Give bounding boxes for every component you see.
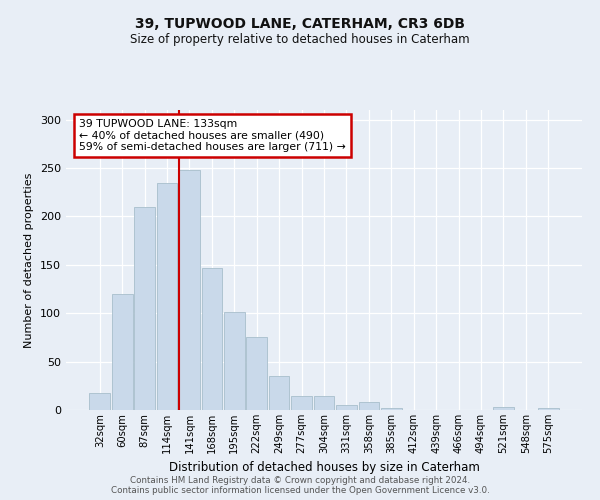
Bar	[538, 408, 559, 410]
Text: 39 TUPWOOD LANE: 133sqm
← 40% of detached houses are smaller (490)
59% of semi-d: 39 TUPWOOD LANE: 133sqm ← 40% of detache…	[79, 119, 346, 152]
Bar	[134, 207, 155, 410]
Bar	[336, 405, 357, 410]
Text: Contains HM Land Registry data © Crown copyright and database right 2024.: Contains HM Land Registry data © Crown c…	[130, 476, 470, 485]
Bar	[359, 402, 379, 410]
Y-axis label: Number of detached properties: Number of detached properties	[25, 172, 34, 348]
Bar	[314, 396, 334, 410]
Bar	[224, 312, 245, 410]
Bar	[202, 268, 222, 410]
Text: 39, TUPWOOD LANE, CATERHAM, CR3 6DB: 39, TUPWOOD LANE, CATERHAM, CR3 6DB	[135, 18, 465, 32]
Bar	[89, 392, 110, 410]
Bar	[112, 294, 133, 410]
Text: Contains public sector information licensed under the Open Government Licence v3: Contains public sector information licen…	[110, 486, 490, 495]
Bar	[269, 376, 289, 410]
Bar	[179, 170, 200, 410]
X-axis label: Distribution of detached houses by size in Caterham: Distribution of detached houses by size …	[169, 462, 479, 474]
Text: Size of property relative to detached houses in Caterham: Size of property relative to detached ho…	[130, 32, 470, 46]
Bar	[247, 338, 267, 410]
Bar	[381, 408, 401, 410]
Bar	[493, 407, 514, 410]
Bar	[157, 182, 178, 410]
Bar	[291, 396, 312, 410]
